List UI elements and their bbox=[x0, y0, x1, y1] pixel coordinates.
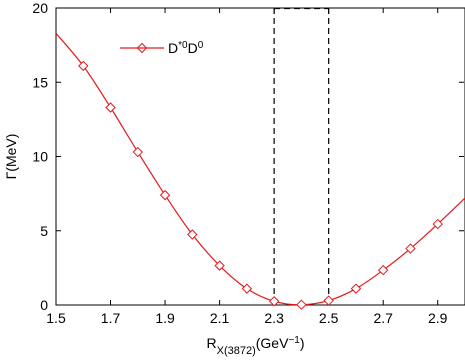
legend-marker bbox=[136, 42, 148, 54]
x-tick-label: 1.5 bbox=[46, 310, 66, 326]
legend-mid: D bbox=[188, 40, 198, 56]
y-tick-label: 20 bbox=[32, 0, 48, 16]
legend-base: D bbox=[168, 40, 178, 56]
data-point bbox=[241, 283, 253, 294]
x-tick-label: 2.5 bbox=[319, 310, 339, 326]
x-axis-label: RX(3872)(GeV−1) bbox=[206, 335, 304, 358]
y-tick-label: 10 bbox=[32, 149, 48, 165]
data-point bbox=[296, 299, 307, 310]
legend: D*0D0 bbox=[120, 40, 204, 57]
data-point bbox=[432, 218, 443, 230]
data-point bbox=[350, 283, 362, 294]
x-axis-label-units-sup: −1 bbox=[288, 335, 300, 346]
y-tick-label: 0 bbox=[40, 297, 48, 313]
x-tick-label: 2.9 bbox=[428, 310, 448, 326]
x-tick-label: 2.1 bbox=[210, 310, 230, 326]
data-point bbox=[268, 296, 280, 307]
y-tick-label: 15 bbox=[32, 74, 48, 90]
data-point bbox=[187, 229, 198, 240]
x-axis-label-main: R bbox=[206, 335, 216, 351]
y-axis-label: Γ(MeV) bbox=[3, 134, 19, 180]
data-point bbox=[214, 260, 225, 271]
legend-sup1: *0 bbox=[178, 40, 188, 51]
data-point bbox=[159, 189, 171, 201]
series-layer bbox=[55, 32, 465, 310]
series-line bbox=[55, 32, 465, 306]
data-point bbox=[377, 264, 389, 276]
data-point bbox=[78, 60, 89, 72]
y-tick-label: 5 bbox=[40, 223, 48, 239]
axis-ticks: 1.5 1.7 1.9 2.1 2.3 2.5 2.7 2.9 0 5 10 15 20 bbox=[32, 0, 464, 326]
x-axis-label-units: (GeV bbox=[256, 335, 289, 351]
data-point bbox=[105, 102, 116, 113]
x-tick-label: 1.7 bbox=[101, 310, 121, 326]
x-tick-label: 2.3 bbox=[264, 310, 284, 326]
x-axis-label-units-close: ) bbox=[300, 335, 305, 351]
legend-entry-label: D*0D0 bbox=[168, 40, 204, 57]
x-tick-label: 2.7 bbox=[373, 310, 393, 326]
legend-sup2: 0 bbox=[198, 40, 204, 51]
data-point bbox=[405, 243, 416, 254]
data-point bbox=[132, 146, 144, 158]
data-point bbox=[323, 295, 334, 306]
highlight-region bbox=[273, 7, 330, 305]
x-axis-label-sub: X(3872) bbox=[217, 345, 256, 357]
x-tick-label: 1.9 bbox=[155, 310, 175, 326]
